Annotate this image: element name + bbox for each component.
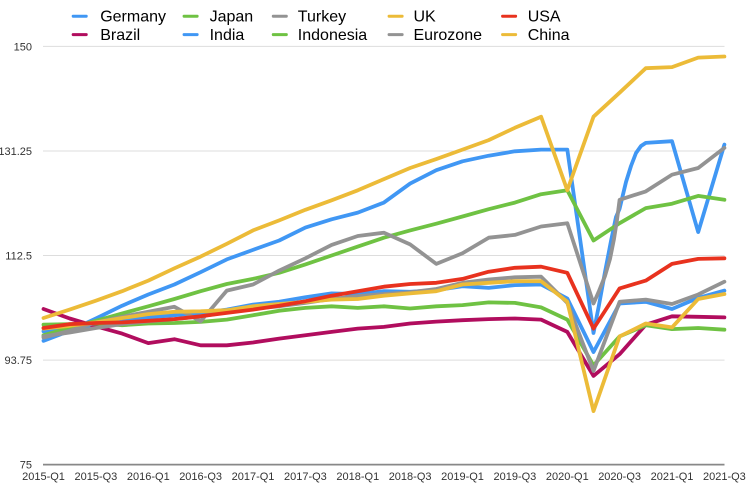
svg-text:2019-Q1: 2019-Q1 — [441, 471, 484, 483]
svg-text:2021-Q3: 2021-Q3 — [703, 471, 746, 483]
svg-text:2018-Q1: 2018-Q1 — [336, 471, 379, 483]
svg-text:2020-Q1: 2020-Q1 — [546, 471, 589, 483]
svg-text:2015-Q1: 2015-Q1 — [22, 471, 65, 483]
svg-text:2017-Q3: 2017-Q3 — [284, 471, 327, 483]
svg-text:2017-Q1: 2017-Q1 — [232, 471, 275, 483]
svg-text:2018-Q3: 2018-Q3 — [389, 471, 432, 483]
svg-text:USA: USA — [528, 8, 561, 25]
svg-text:93.75: 93.75 — [4, 355, 32, 367]
svg-text:2019-Q3: 2019-Q3 — [493, 471, 536, 483]
svg-text:75: 75 — [20, 460, 32, 472]
svg-text:2015-Q3: 2015-Q3 — [74, 471, 117, 483]
svg-text:Japan: Japan — [210, 8, 254, 25]
svg-text:2016-Q1: 2016-Q1 — [127, 471, 170, 483]
svg-text:Brazil: Brazil — [100, 27, 140, 44]
svg-text:Indonesia: Indonesia — [298, 27, 367, 44]
svg-text:131.25: 131.25 — [0, 146, 32, 158]
svg-text:112.5: 112.5 — [5, 251, 32, 263]
svg-text:150: 150 — [14, 41, 32, 53]
svg-text:2020-Q3: 2020-Q3 — [598, 471, 641, 483]
svg-text:UK: UK — [414, 8, 437, 25]
svg-text:China: China — [528, 27, 570, 44]
svg-text:Turkey: Turkey — [298, 8, 346, 25]
svg-text:Eurozone: Eurozone — [414, 27, 483, 44]
svg-text:Germany: Germany — [100, 8, 166, 25]
svg-text:2021-Q1: 2021-Q1 — [651, 471, 694, 483]
svg-text:2016-Q3: 2016-Q3 — [179, 471, 222, 483]
svg-text:India: India — [210, 27, 245, 44]
